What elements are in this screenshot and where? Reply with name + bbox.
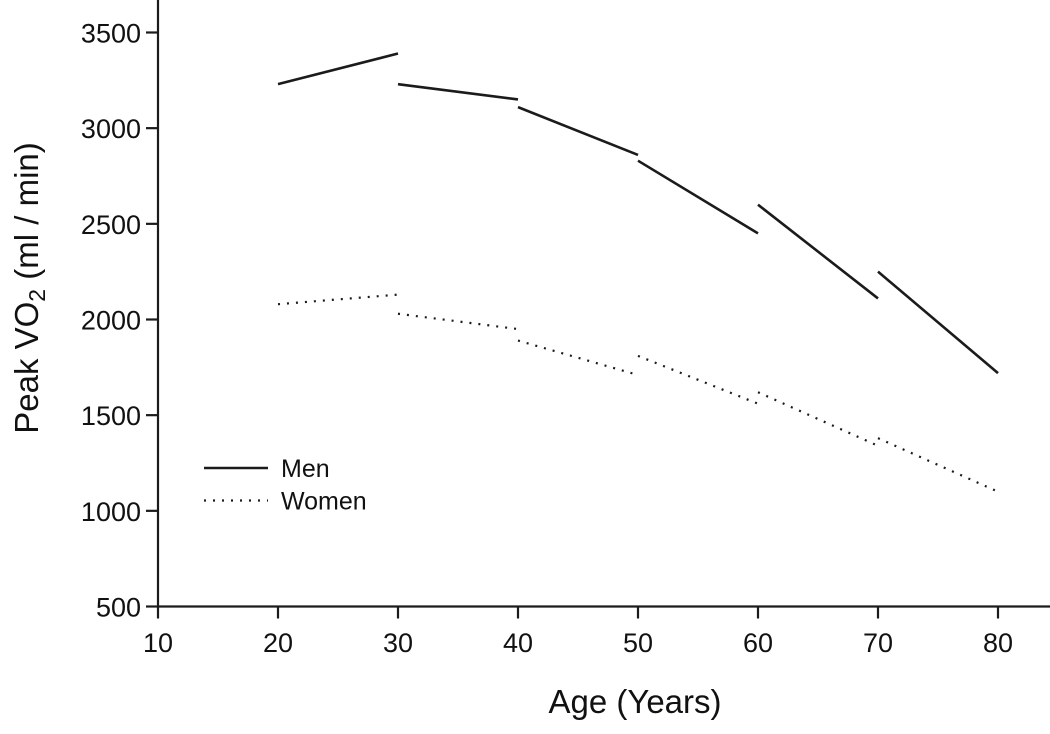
men-line-segment xyxy=(397,82,519,101)
men-line-segment xyxy=(757,203,879,300)
women-line-segment xyxy=(757,391,879,447)
legend: Men Women xyxy=(204,455,367,516)
y-tick-label: 3000 xyxy=(81,114,141,144)
y-tick-label: 2500 xyxy=(81,210,141,240)
x-tick-label: 60 xyxy=(743,628,773,658)
tick-marks xyxy=(146,31,1000,619)
x-tick-label: 80 xyxy=(983,628,1013,658)
men-line-segment xyxy=(277,52,399,86)
y-tick-label: 2000 xyxy=(81,306,141,336)
y-tick-label: 500 xyxy=(96,593,141,623)
women-line-segment xyxy=(277,293,399,306)
tick-labels: 10 20 30 40 50 60 70 80 500 1000 1500 2000 2500 3000 3… xyxy=(81,19,1013,659)
y-axis-title-main: Peak VO xyxy=(8,302,45,434)
women-line-segment xyxy=(877,437,999,493)
y-tick-label: 1500 xyxy=(81,401,141,431)
y-tick-label: 1000 xyxy=(81,497,141,527)
x-tick-label: 30 xyxy=(383,628,413,658)
data-series-lines xyxy=(277,52,999,493)
x-tick-label: 10 xyxy=(143,628,173,658)
y-axis-title: Peak VO2 (ml / min) xyxy=(8,142,50,434)
x-tick-label: 20 xyxy=(263,628,293,658)
men-line-segment xyxy=(637,159,759,235)
x-tick-label: 70 xyxy=(863,628,893,658)
y-tick-label: 3500 xyxy=(81,19,141,49)
x-axis-title: Age (Years) xyxy=(548,683,721,720)
women-line-segment xyxy=(637,354,759,405)
women-line-segment xyxy=(397,312,519,331)
men-line-segment xyxy=(517,105,639,157)
women-line-segment xyxy=(517,339,639,377)
y-axis-title-rest: (ml / min) xyxy=(8,142,45,289)
x-tick-label: 50 xyxy=(623,628,653,658)
men-line-segment xyxy=(877,270,999,375)
y-axis-title-subscript: 2 xyxy=(24,289,50,302)
x-tick-label: 40 xyxy=(503,628,533,658)
legend-label-women: Women xyxy=(281,488,367,516)
legend-label-men: Men xyxy=(281,455,330,483)
